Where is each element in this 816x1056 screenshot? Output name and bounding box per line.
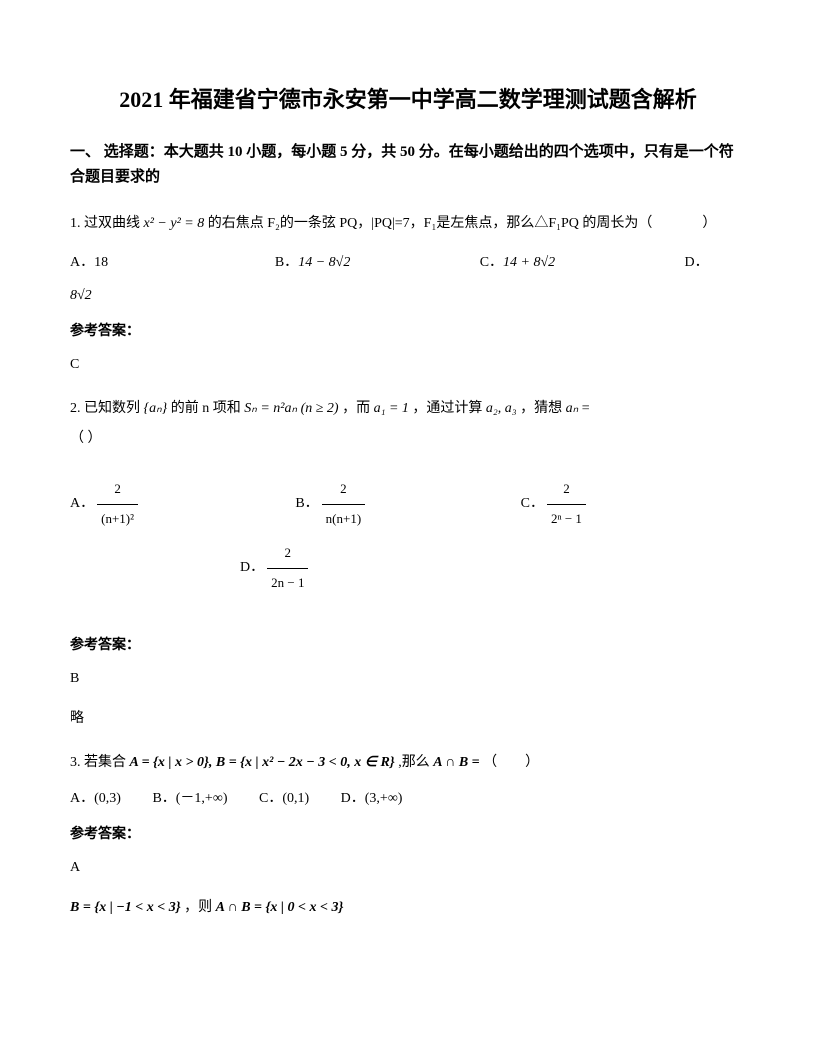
q2-mid1: 的前 n 项和 — [171, 401, 245, 416]
q1-answer: C — [70, 354, 746, 376]
q2-paren: （ ） — [70, 431, 102, 446]
q2-extra: 略 — [70, 708, 746, 730]
q2-optC-label: C． — [521, 489, 544, 520]
q3-options: A．(0,3) B．(－1,+∞) C．(0,1) D．(3,+∞) — [70, 788, 746, 810]
q2-optA-den: (n+1)² — [97, 505, 138, 534]
q2-opt-b: B． 2n(n+1) — [295, 475, 520, 533]
q2-optC-frac: 22ⁿ − 1 — [547, 475, 586, 533]
q3-mid: ,那么 — [398, 755, 433, 770]
q3-sets: A = {x | x > 0}, B = {x | x² − 2x − 3 < … — [130, 755, 395, 770]
q1-opt-d-cont: 8√2 — [70, 285, 746, 307]
q2-optB-num: 2 — [322, 475, 366, 505]
q3-opt-c: C．(0,1) — [259, 788, 309, 810]
q2-opt-d: D． 22n − 1 — [240, 539, 746, 597]
q2-answer-label: 参考答案： — [70, 635, 746, 657]
section-heading: 一、 选择题：本大题共 10 小题，每小题 5 分，共 50 分。在每小题给出的… — [70, 140, 746, 191]
q1-optD-val: 8√2 — [70, 288, 92, 303]
q2-opt-c: C． 22ⁿ − 1 — [521, 475, 746, 533]
q2-optB-frac: 2n(n+1) — [322, 475, 366, 533]
page-title: 2021 年福建省宁德市永安第一中学高二数学理测试题含解析 — [70, 85, 746, 116]
q3-pre: 3. 若集合 — [70, 755, 130, 770]
q1-formula: x² − y² = 8 — [144, 216, 205, 231]
q2-a1: a₁ = 1 — [374, 401, 409, 416]
q1-optA-label: A．18 — [70, 248, 108, 279]
q3-answer-label: 参考答案： — [70, 824, 746, 846]
q2-mid2: ，而 — [342, 401, 374, 416]
q2-opt-a: A． 2(n+1)² — [70, 475, 295, 533]
q3-opt-b: B．(－1,+∞) — [152, 788, 227, 810]
q2-mid4: ，猜想 — [520, 401, 566, 416]
q3-solution: B = {x | −1 < x < 3} ，则 A ∩ B = {x | 0 <… — [70, 897, 746, 919]
q2-a23: a₂, a₃ — [486, 401, 517, 416]
q2-optA-num: 2 — [97, 475, 138, 505]
q2-formula: Sₙ = n²aₙ (n ≥ 2) — [244, 401, 338, 416]
q1-opt-d: D． — [685, 248, 746, 279]
q2-optA-frac: 2(n+1)² — [97, 475, 138, 533]
q1-opt-c: C．14 + 8√2 — [480, 248, 685, 279]
q3-answer: A — [70, 857, 746, 879]
q2-optD-num: 2 — [267, 539, 308, 569]
q3-sol-res: A ∩ B = {x | 0 < x < 3} — [216, 900, 344, 915]
q1-opt-b: B．14 − 8√2 — [275, 248, 480, 279]
q1-opt-a: A．18 — [70, 248, 275, 279]
q2-optD-label: D． — [240, 553, 264, 584]
question-3: 3. 若集合 A = {x | x > 0}, B = {x | x² − 2x… — [70, 748, 746, 777]
q1-optB-pre: B． — [275, 248, 298, 279]
q2-optC-num: 2 — [547, 475, 586, 505]
q2-optB-den: n(n+1) — [322, 505, 366, 534]
q1-text-post1: 的右焦点 F₂的一条弦 PQ，|PQ|=7，F₁是左焦点，那么△F₁PQ 的周长… — [208, 216, 653, 231]
q2-optD-den: 2n − 1 — [267, 569, 308, 598]
q1-text-post2: ） — [702, 216, 716, 231]
q2-mid5: = — [582, 401, 590, 416]
q2-optB-label: B． — [295, 489, 318, 520]
q3-sol-b: B = {x | −1 < x < 3} — [70, 900, 181, 915]
q1-options: A．18 B．14 − 8√2 C．14 + 8√2 D． — [70, 248, 746, 279]
q2-options-row1: A． 2(n+1)² B． 2n(n+1) C． 22ⁿ − 1 — [70, 475, 746, 533]
q3-paren: （ ） — [483, 755, 539, 770]
q1-answer-label: 参考答案： — [70, 321, 746, 343]
q3-sol-mid: ，则 — [184, 900, 216, 915]
q1-optC-pre: C． — [480, 248, 503, 279]
q2-optA-label: A． — [70, 489, 94, 520]
q1-optD-label: D． — [685, 248, 709, 279]
q1-optB-val: 14 − 8√2 — [298, 248, 350, 279]
question-1: 1. 过双曲线 x² − y² = 8 的右焦点 F₂的一条弦 PQ，|PQ|=… — [70, 209, 746, 238]
q2-answer: B — [70, 668, 746, 690]
q1-text-pre: 1. 过双曲线 — [70, 216, 144, 231]
q2-options-row2: D． 22n − 1 — [70, 539, 746, 597]
q3-opt-a: A．(0,3) — [70, 788, 121, 810]
question-2: 2. 已知数列 {aₙ} 的前 n 项和 Sₙ = n²aₙ (n ≥ 2) ，… — [70, 394, 746, 453]
q3-acapb: A ∩ B = — [433, 755, 483, 770]
q2-an: aₙ — [566, 401, 579, 416]
q2-pre: 2. 已知数列 — [70, 401, 140, 416]
q3-opt-d: D．(3,+∞) — [341, 788, 403, 810]
q1-optC-val: 14 + 8√2 — [503, 248, 555, 279]
q2-mid3: ，通过计算 — [412, 401, 486, 416]
q2-optC-den: 2ⁿ − 1 — [547, 505, 586, 534]
q2-seq: {aₙ} — [144, 401, 168, 416]
q2-optD-frac: 22n − 1 — [267, 539, 308, 597]
